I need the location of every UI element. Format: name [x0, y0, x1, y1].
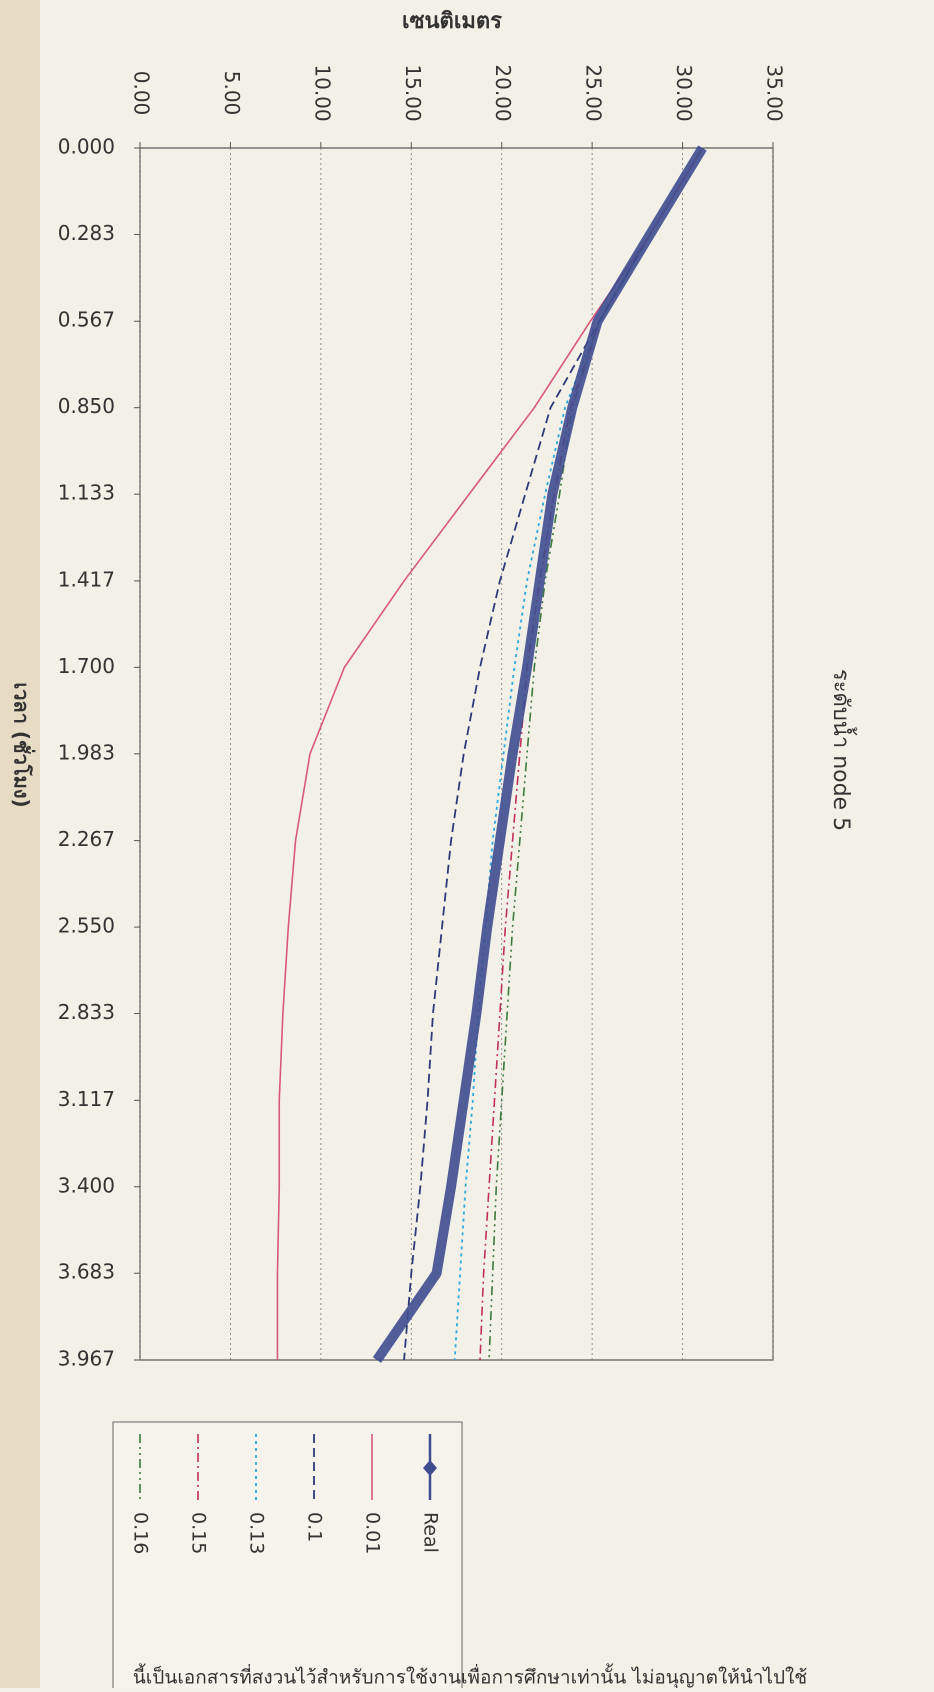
x-tick-label: 0.567 — [58, 308, 115, 332]
legend-marker — [423, 1460, 437, 1476]
y-tick-label: 10.00 — [310, 64, 334, 121]
x-tick-label: 1.983 — [58, 740, 115, 764]
x-tick-label: 1.417 — [58, 567, 115, 591]
x-tick-label: 3.117 — [58, 1087, 115, 1111]
x-tick-label: 0.000 — [58, 135, 115, 159]
y-tick-label: 15.00 — [401, 64, 425, 121]
y-tick-label: 0.00 — [130, 71, 154, 116]
legend-label: 0.01 — [362, 1512, 384, 1554]
series-line — [276, 147, 704, 1360]
x-tick-label: 3.683 — [58, 1260, 115, 1284]
y-tick-label: 30.00 — [672, 64, 696, 121]
legend-label: 0.13 — [246, 1512, 268, 1554]
series-line — [372, 145, 707, 1363]
x-tick-label: 3.400 — [58, 1173, 115, 1197]
y-tick-label: 35.00 — [763, 64, 787, 121]
x-tick-label: 2.550 — [58, 914, 115, 938]
x-tick-label: 1.700 — [58, 654, 115, 678]
x-tick-label: 2.833 — [58, 1000, 115, 1024]
x-tick-label: 1.133 — [58, 481, 115, 505]
y-tick-label: 25.00 — [582, 64, 606, 121]
x-axis-title: เวลา (ชั่วโมง) — [10, 682, 37, 807]
legend-box — [112, 1421, 463, 1692]
legend-label: Real — [420, 1512, 442, 1553]
x-tick-label: 2.267 — [58, 827, 115, 851]
y-tick-label: 5.00 — [220, 71, 244, 116]
y-axis-title: เซนติเมตร — [402, 9, 502, 34]
legend-label: 0.1 — [304, 1512, 326, 1542]
watermark: นี้เป็นเอกสารที่สงวนไว้สำหรับการใช้งานเพ… — [133, 1664, 808, 1689]
legend-label: 0.16 — [130, 1512, 152, 1554]
x-tick-label: 0.283 — [58, 221, 115, 245]
x-tick-label: 3.967 — [58, 1347, 115, 1371]
x-tick-label: 0.850 — [58, 394, 115, 418]
legend-label: 0.15 — [188, 1512, 210, 1554]
series-line — [403, 147, 704, 1361]
chart-title: ระดับน้ำ node 5 — [828, 669, 857, 831]
paper-edge — [0, 0, 40, 1688]
y-tick-label: 20.00 — [491, 64, 515, 121]
